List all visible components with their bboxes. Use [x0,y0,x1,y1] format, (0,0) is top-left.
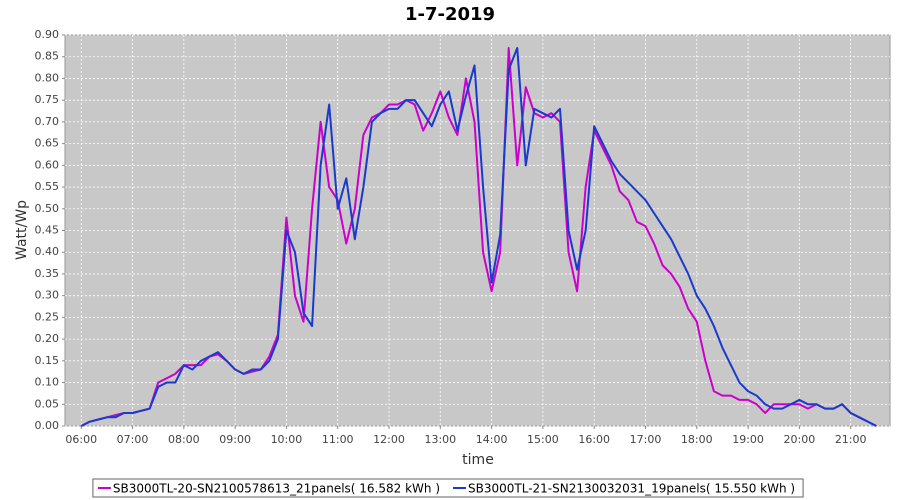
y-tick-label: 0.10 [35,376,60,389]
x-tick-label: 19:00 [732,433,764,446]
chart-title: 1-7-2019 [405,4,495,25]
y-axis-label: Watt/Wp [14,200,30,260]
x-tick-label: 11:00 [322,433,354,446]
y-tick-label: 0.00 [35,419,60,432]
x-axis-label: time [462,452,494,468]
y-tick-label: 0.35 [35,267,60,280]
legend-label: SB3000TL-21-SN2130032031_19panels( 15.55… [468,482,795,496]
x-tick-label: 15:00 [527,433,559,446]
x-tick-label: 21:00 [835,433,867,446]
y-tick-label: 0.65 [35,137,60,150]
x-tick-label: 20:00 [784,433,816,446]
y-tick-label: 0.70 [35,115,60,128]
legend-label: SB3000TL-20-SN2100578613_21panels( 16.58… [113,482,440,496]
y-tick-label: 0.20 [35,332,60,345]
x-tick-label: 17:00 [630,433,662,446]
series-line [80,47,877,427]
y-tick-label: 0.55 [35,180,60,193]
y-tick-label: 0.25 [35,310,60,323]
x-tick-label: 07:00 [117,433,149,446]
y-tick-label: 0.85 [35,50,60,63]
legend-box [92,478,804,498]
x-tick-label: 16:00 [578,433,610,446]
y-tick-label: 0.45 [35,224,60,237]
y-tick-label: 0.30 [35,289,60,302]
y-tick-label: 0.50 [35,202,60,215]
x-tick-label: 06:00 [65,433,97,446]
y-tick-label: 0.15 [35,354,60,367]
x-tick-label: 09:00 [219,433,251,446]
x-tick-label: 13:00 [424,433,456,446]
y-tick-label: 0.40 [35,245,60,258]
y-tick-label: 0.05 [35,397,60,410]
y-tick-label: 0.75 [35,93,60,106]
x-tick-label: 14:00 [476,433,508,446]
y-tick-label: 0.80 [35,71,60,84]
x-tick-label: 18:00 [681,433,713,446]
x-tick-label: 12:00 [373,433,405,446]
y-tick-label: 0.60 [35,158,60,171]
y-tick-label: 0.90 [35,28,60,41]
legend: SB3000TL-20-SN2100578613_21panels( 16.58… [92,478,804,498]
x-tick-label: 08:00 [168,433,200,446]
x-tick-label: 10:00 [271,433,303,446]
